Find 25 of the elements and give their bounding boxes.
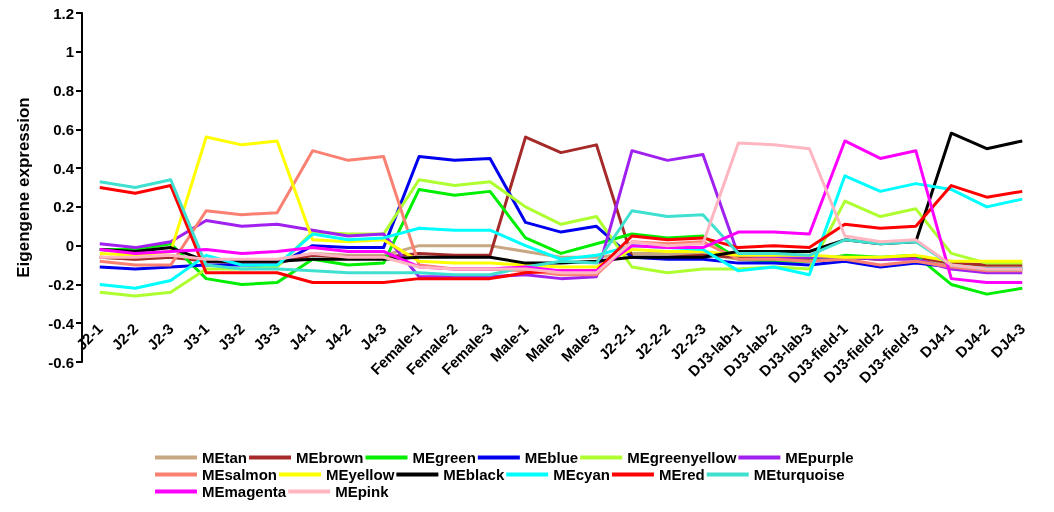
y-tick-label: -0.6 xyxy=(48,353,74,371)
legend-label: MEblack xyxy=(443,466,505,483)
legend-label: MEred xyxy=(658,466,705,483)
legend-label: MEyellow xyxy=(326,466,395,483)
legend-label: MEgreenyellow xyxy=(627,449,737,466)
legend-label: MEsalmon xyxy=(202,466,278,483)
y-tick-label: 0.2 xyxy=(53,198,74,216)
y-axis-title: Eigengene expression xyxy=(14,97,33,278)
legend-label: MEblue xyxy=(524,449,579,466)
legend-label: MEpurple xyxy=(785,449,854,466)
y-tick-label: -0.2 xyxy=(48,275,74,293)
y-tick-label: 0.8 xyxy=(53,82,74,100)
legend-label: MEcyan xyxy=(553,466,610,483)
legend-label: MEturquoise xyxy=(753,466,845,483)
y-tick-label: 0.4 xyxy=(53,159,75,177)
legend-label: MEgreen xyxy=(412,449,476,466)
legend-label: MEpink xyxy=(335,483,390,500)
y-tick-label: 1.2 xyxy=(53,4,74,22)
legend-label: MEmagenta xyxy=(202,483,287,500)
y-tick-label: -0.4 xyxy=(48,314,75,332)
y-tick-label: 1 xyxy=(65,43,74,61)
legend-label: MEtan xyxy=(202,449,247,466)
y-tick-label: 0.6 xyxy=(53,120,74,138)
y-tick-label: 0 xyxy=(65,237,74,255)
legend-label: MEbrown xyxy=(296,449,364,466)
